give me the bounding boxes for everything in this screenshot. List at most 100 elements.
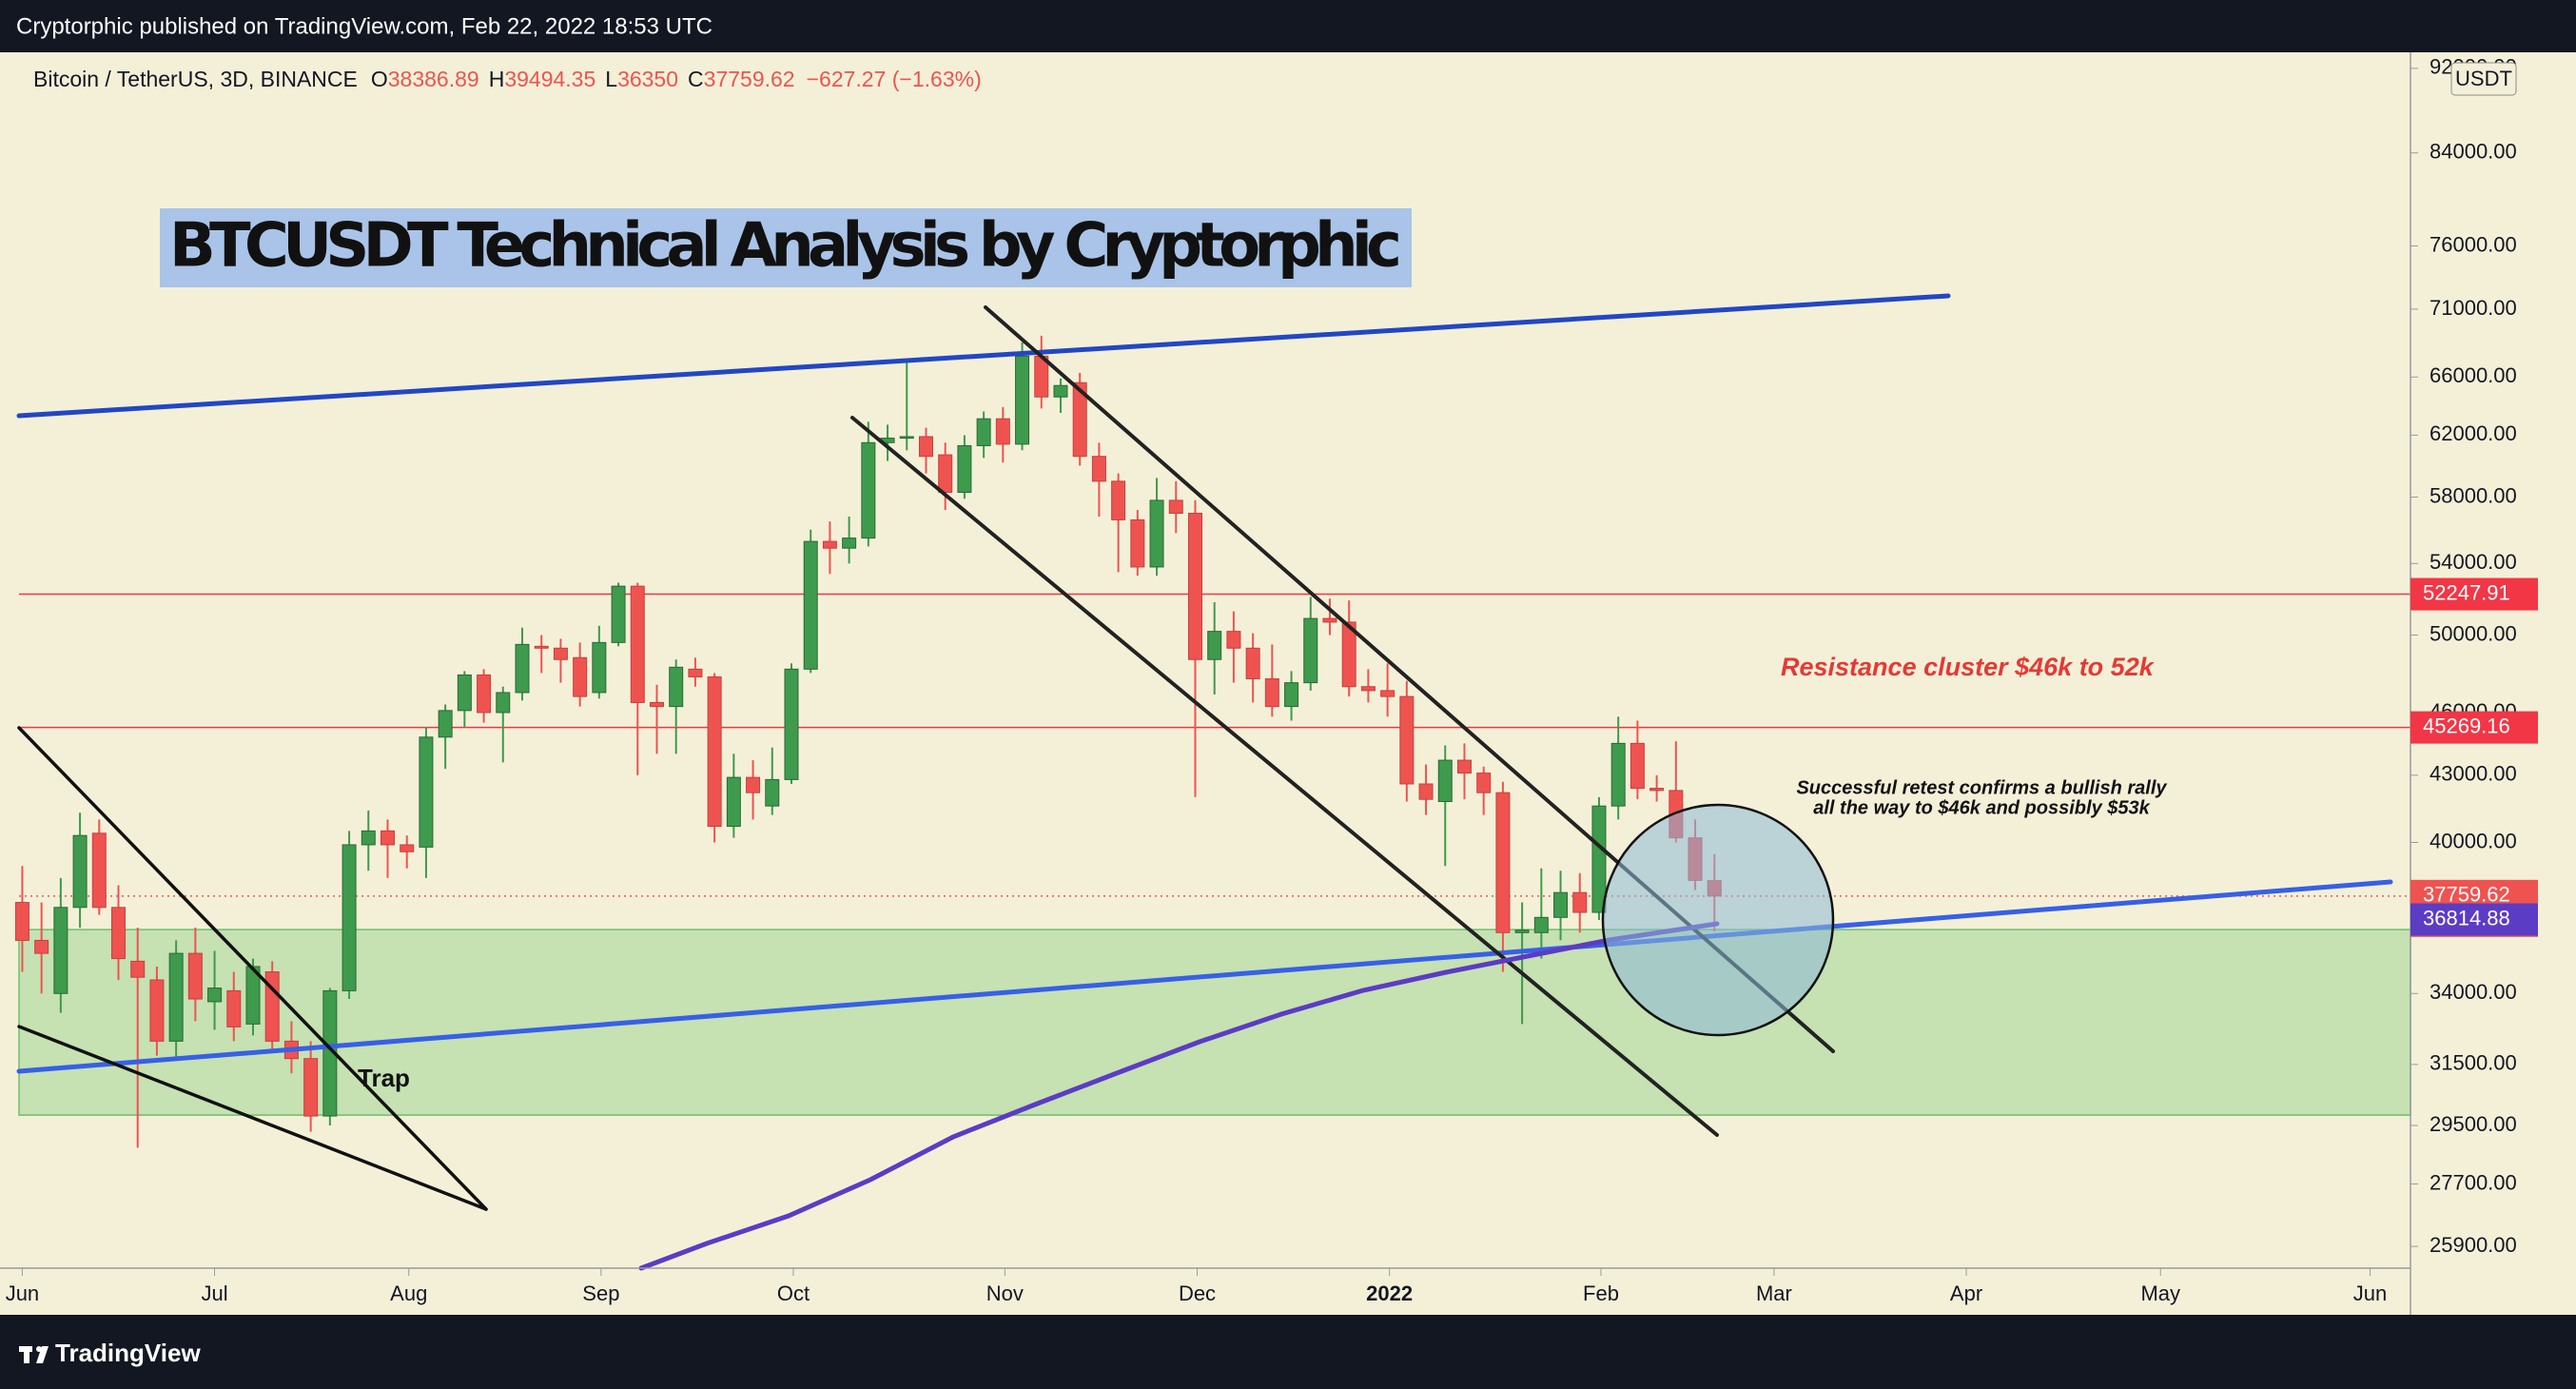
trendline — [16, 293, 1951, 419]
logo-mark — [24, 1346, 29, 1363]
candle-body — [1130, 518, 1145, 568]
wedge-line — [17, 726, 488, 1211]
y-tick-label: 27700.00 — [2430, 1170, 2517, 1194]
candle-body — [957, 444, 972, 493]
candle-body — [995, 418, 1010, 445]
candle-body — [707, 675, 722, 828]
last-price-label: 37759.62 — [2423, 883, 2510, 907]
candle-body — [688, 668, 703, 677]
candle-body — [1437, 759, 1453, 803]
x-tick-label: Nov — [986, 1281, 1024, 1305]
candle-body — [1649, 788, 1665, 792]
candle-body — [1630, 742, 1645, 790]
candle-body — [899, 436, 914, 440]
annotation: all the way to $46k and possibly $53k — [1813, 797, 2150, 818]
candle-body — [264, 971, 280, 1042]
candle-body — [168, 952, 184, 1042]
support-zone — [18, 929, 2411, 1116]
y-tick-label: 54000.00 — [2430, 550, 2517, 574]
ma-label: 36814.88 — [2423, 906, 2510, 929]
channel-line — [850, 416, 1719, 1137]
annotation: Successful retest confirms a bullish ral… — [1796, 777, 2167, 798]
candle-body — [1341, 621, 1356, 688]
annotation: Trap — [358, 1064, 410, 1092]
y-tick-label: 66000.00 — [2430, 363, 2517, 387]
legend-key: L — [605, 67, 617, 91]
candle-body — [303, 1058, 319, 1117]
candle-body — [438, 710, 453, 738]
candle-body — [226, 989, 242, 1027]
candle-body — [1553, 891, 1569, 918]
candle-body — [1207, 631, 1222, 660]
candle-body — [803, 540, 818, 670]
candle-body — [1495, 792, 1511, 933]
price-line-label-box — [2410, 711, 2538, 744]
candles — [14, 335, 1722, 1148]
candle-body — [1303, 617, 1318, 684]
candle-body — [534, 645, 549, 649]
candle-body — [938, 454, 953, 493]
candle-body — [1591, 805, 1607, 913]
candle-body — [611, 585, 626, 643]
tv-logo — [19, 1346, 49, 1363]
legend-value: 38386.89 — [388, 67, 479, 91]
candle-body — [1284, 682, 1299, 708]
bottom-bar — [0, 1315, 2576, 1389]
moving-average — [638, 921, 1720, 1271]
candle-body — [419, 736, 434, 848]
candle-body — [111, 907, 127, 960]
front-layer: 92000.0084000.0076000.0071000.0066000.00… — [0, 52, 2538, 1315]
change: −627.27 (−1.63%) — [807, 67, 982, 91]
annotation: Resistance cluster $46k to 52k — [1781, 653, 2156, 681]
candle-body — [1245, 647, 1260, 680]
candle-body — [1226, 631, 1241, 649]
candle-body — [669, 666, 684, 708]
candle-body — [573, 656, 588, 697]
x-tick-label: Aug — [390, 1281, 427, 1305]
candle-body — [1187, 513, 1202, 660]
candle-body — [207, 988, 223, 1003]
currency-box — [2450, 62, 2517, 96]
candle-body — [1015, 355, 1030, 445]
x-tick-label: Dec — [1179, 1281, 1216, 1305]
top-bar — [0, 0, 2576, 52]
candle-body — [1514, 929, 1530, 933]
legend-key: C — [688, 67, 704, 91]
y-tick-label: 34000.00 — [2430, 980, 2517, 1004]
candle-body — [842, 538, 857, 549]
candle-body — [149, 979, 165, 1042]
legend-value: 36350 — [617, 67, 678, 91]
x-tick-label: Sep — [582, 1281, 619, 1305]
highlight-circle — [1601, 803, 1835, 1037]
candle-body — [1610, 742, 1626, 807]
y-tick-label: 31500.00 — [2430, 1051, 2517, 1075]
candle-body — [765, 778, 780, 807]
candle-body — [34, 939, 49, 954]
x-tick-label: 2022 — [1366, 1281, 1413, 1305]
candle-body — [784, 668, 799, 780]
trendline — [16, 879, 2393, 1074]
candle-body — [1572, 891, 1588, 913]
candle-body — [400, 844, 415, 852]
candle-body — [1456, 759, 1472, 774]
y-tick-label: 71000.00 — [2430, 296, 2517, 320]
x-tick-label: Jun — [6, 1281, 39, 1305]
x-tick-label: Mar — [1756, 1281, 1792, 1305]
x-tick-label: Apr — [1950, 1281, 1982, 1305]
x-tick-label: Jun — [2353, 1281, 2387, 1305]
y-tick-label: 25900.00 — [2430, 1233, 2517, 1257]
candle-body — [630, 585, 645, 703]
candle-body — [477, 674, 492, 714]
candle-body — [726, 776, 741, 828]
candle-body — [342, 844, 357, 991]
y-tick-label: 40000.00 — [2430, 829, 2517, 852]
candle-body — [14, 902, 29, 941]
candle-body — [976, 418, 991, 446]
logo-mark — [36, 1346, 49, 1363]
candle-body — [553, 647, 568, 660]
legend-key: O — [371, 67, 388, 91]
x-tick-label: May — [2140, 1281, 2180, 1305]
candle-body — [515, 643, 530, 694]
currency: USDT — [2455, 67, 2512, 90]
